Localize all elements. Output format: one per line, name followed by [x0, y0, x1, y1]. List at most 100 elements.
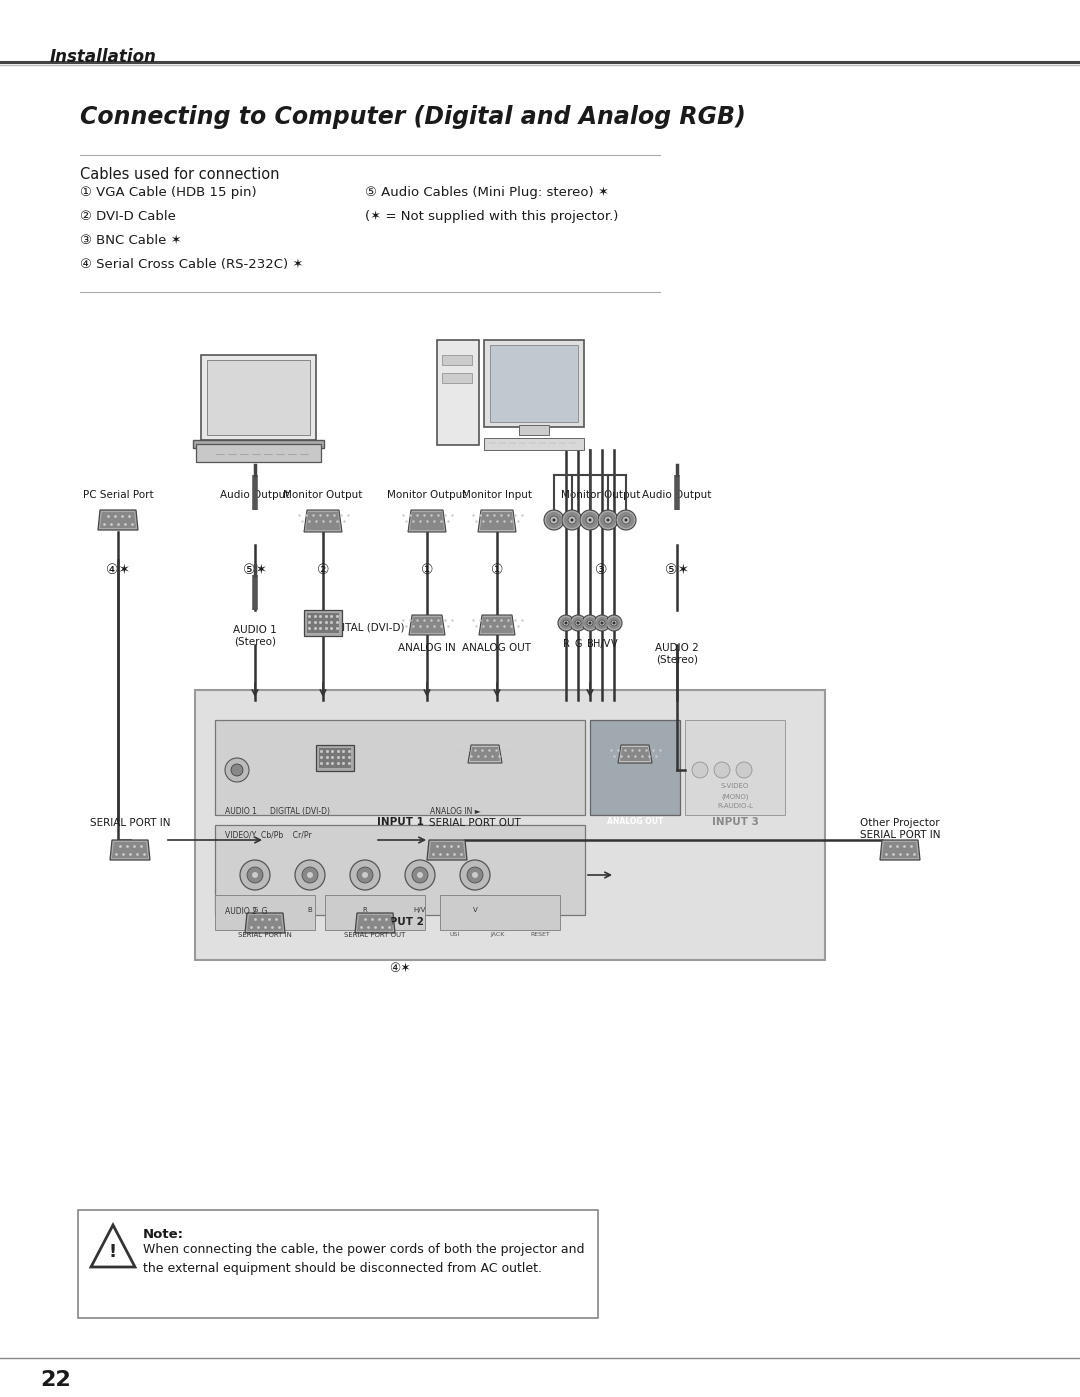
Circle shape: [357, 868, 373, 883]
Text: USI: USI: [450, 932, 460, 937]
Circle shape: [572, 617, 584, 629]
Polygon shape: [110, 840, 150, 861]
Text: ⑤✶: ⑤✶: [665, 563, 689, 577]
Circle shape: [550, 515, 558, 524]
Polygon shape: [468, 745, 502, 763]
Text: ③: ③: [595, 563, 607, 577]
Circle shape: [295, 861, 325, 890]
Text: INPUT 1: INPUT 1: [377, 817, 423, 827]
Circle shape: [546, 511, 562, 528]
Circle shape: [598, 510, 618, 529]
Circle shape: [588, 620, 593, 626]
Text: Monitor Output: Monitor Output: [388, 490, 467, 500]
Circle shape: [618, 511, 634, 528]
Polygon shape: [245, 914, 285, 933]
Text: Connecting to Computer (Digital and Analog RGB): Connecting to Computer (Digital and Anal…: [80, 105, 746, 129]
Polygon shape: [408, 510, 446, 532]
Bar: [484, 439, 584, 450]
Polygon shape: [880, 840, 920, 861]
Circle shape: [582, 615, 598, 631]
Text: ②: ②: [316, 563, 329, 577]
Circle shape: [692, 761, 708, 778]
Polygon shape: [409, 615, 445, 636]
Text: VIDEO/Y  Cb/Pb    Cr/Pr: VIDEO/Y Cb/Pb Cr/Pr: [225, 830, 312, 840]
Text: !: !: [109, 1243, 117, 1261]
Polygon shape: [411, 617, 443, 633]
Polygon shape: [618, 745, 652, 763]
Circle shape: [252, 872, 258, 877]
Circle shape: [624, 518, 627, 521]
Text: Note:: Note:: [143, 1228, 184, 1241]
Bar: [195, 690, 825, 960]
Bar: [685, 719, 785, 814]
Text: Audio Output: Audio Output: [220, 490, 289, 500]
Bar: [215, 719, 585, 814]
Bar: [215, 826, 585, 915]
Text: ANALOG OUT: ANALOG OUT: [607, 817, 663, 826]
Circle shape: [564, 511, 580, 528]
Polygon shape: [410, 511, 444, 529]
Polygon shape: [429, 842, 465, 858]
Circle shape: [612, 622, 616, 624]
Polygon shape: [303, 510, 342, 532]
Text: AUDIO 1
(Stereo): AUDIO 1 (Stereo): [233, 624, 276, 647]
Circle shape: [582, 511, 598, 528]
Circle shape: [622, 515, 630, 524]
Bar: [440, 895, 561, 930]
Circle shape: [231, 764, 243, 775]
Polygon shape: [355, 914, 395, 933]
Circle shape: [611, 620, 617, 626]
Circle shape: [562, 510, 582, 529]
Text: ANALOG OUT: ANALOG OUT: [462, 643, 531, 652]
Circle shape: [608, 617, 620, 629]
Bar: [442, 355, 472, 365]
Bar: [195, 444, 321, 462]
Polygon shape: [91, 1225, 135, 1267]
Text: SERIAL PORT IN: SERIAL PORT IN: [238, 932, 292, 937]
Bar: [319, 747, 351, 768]
Text: ① VGA Cable (HDB 15 pin): ① VGA Cable (HDB 15 pin): [80, 186, 257, 198]
Circle shape: [544, 510, 564, 529]
Circle shape: [589, 518, 592, 521]
Circle shape: [584, 617, 596, 629]
Text: H/V: H/V: [593, 638, 610, 650]
Text: ③ BNC Cable ✶: ③ BNC Cable ✶: [80, 235, 181, 247]
Text: PC Serial Port: PC Serial Port: [83, 490, 153, 500]
Bar: [484, 339, 584, 427]
Bar: [307, 613, 339, 633]
Circle shape: [553, 518, 555, 521]
Text: G: G: [575, 638, 582, 650]
Bar: [215, 895, 315, 930]
Polygon shape: [98, 510, 138, 529]
Text: ANALOG IN: ANALOG IN: [399, 643, 456, 652]
Polygon shape: [427, 840, 467, 861]
Text: B: B: [586, 638, 593, 650]
Circle shape: [586, 515, 594, 524]
Circle shape: [600, 511, 616, 528]
Text: ①: ①: [421, 563, 433, 577]
Circle shape: [411, 868, 428, 883]
Text: When connecting the cable, the power cords of both the projector and
the externa: When connecting the cable, the power cor…: [143, 1243, 584, 1275]
Text: Audio Output: Audio Output: [643, 490, 712, 500]
Text: (MONO): (MONO): [721, 793, 748, 799]
Circle shape: [599, 620, 605, 626]
Bar: [201, 355, 316, 440]
Circle shape: [563, 620, 569, 626]
Polygon shape: [247, 915, 283, 930]
Bar: [325, 895, 426, 930]
Bar: [303, 610, 342, 636]
Bar: [519, 425, 549, 434]
Text: AUDIO 2  G: AUDIO 2 G: [225, 907, 268, 916]
Text: Monitor Input: Monitor Input: [462, 490, 532, 500]
Circle shape: [600, 622, 604, 624]
Text: SERIAL PORT OUT: SERIAL PORT OUT: [429, 819, 521, 828]
Bar: [590, 719, 680, 814]
Circle shape: [596, 617, 608, 629]
Text: SERIAL PORT OUT: SERIAL PORT OUT: [345, 932, 406, 937]
Circle shape: [565, 622, 567, 624]
Polygon shape: [306, 511, 340, 529]
Circle shape: [589, 622, 592, 624]
Polygon shape: [620, 747, 650, 761]
Text: R: R: [363, 907, 367, 914]
Bar: [78, 1210, 598, 1317]
